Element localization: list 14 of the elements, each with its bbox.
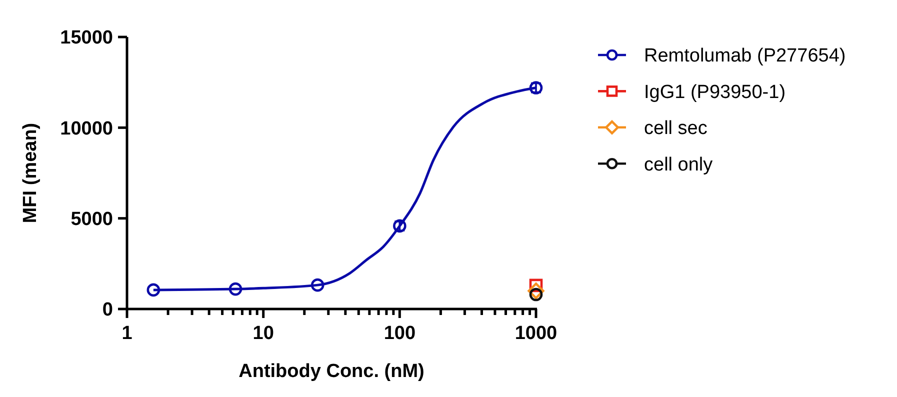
legend-label: Remtolumab (P277654) <box>644 46 846 67</box>
x-tick-label: 10 <box>252 323 274 344</box>
legend-label: cell only <box>644 154 714 176</box>
x-tick-label: 1000 <box>514 323 558 344</box>
x-axis-title: Antibody Conc. (nM) <box>238 361 424 382</box>
legend-label: IgG1 (P93950-1) <box>644 82 786 103</box>
y-axis-title: MFI (mean) <box>20 122 41 224</box>
y-tick-label: 5000 <box>70 208 113 230</box>
y-tick-label: 15000 <box>60 28 113 49</box>
y-tick-label: 10000 <box>60 118 113 140</box>
x-tick-label: 100 <box>384 323 416 344</box>
y-tick-label: 0 <box>102 300 113 321</box>
x-tick-label: 1 <box>122 323 133 344</box>
legend-label: cell sec <box>644 118 708 140</box>
